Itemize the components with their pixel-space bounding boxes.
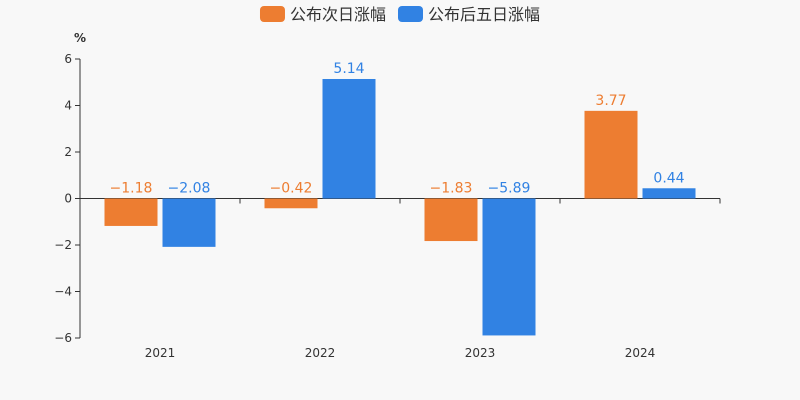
bar[interactable] — [264, 198, 318, 209]
bar[interactable] — [322, 78, 376, 199]
legend-label: 公布次日涨幅 — [290, 5, 386, 24]
bar[interactable] — [642, 188, 696, 199]
y-tick-label: −2 — [54, 238, 72, 252]
data-label: 5.14 — [333, 61, 364, 77]
y-tick-label: 0 — [64, 192, 72, 206]
bar[interactable] — [424, 198, 478, 242]
data-label: −1.83 — [430, 181, 473, 197]
bars — [104, 78, 696, 336]
y-tick-label: −6 — [54, 331, 72, 345]
bar[interactable] — [162, 198, 216, 247]
data-label: 0.44 — [653, 170, 684, 186]
bar[interactable] — [584, 110, 638, 199]
bar[interactable] — [104, 198, 158, 226]
data-label: −2.08 — [168, 181, 211, 197]
legend-swatch — [259, 6, 285, 22]
legend-item[interactable]: 公布后五日涨幅 — [398, 5, 540, 24]
data-labels: −1.18 −0.42 −1.83 3.77 −2.08 5.14 −5.89 0.44 — [110, 61, 685, 197]
x-tick-label: 2021 — [145, 346, 176, 360]
data-label: −1.18 — [110, 181, 153, 197]
y-axis: −6 −4 −2 0 2 4 6 — [54, 52, 81, 345]
x-tick-label: 2022 — [305, 346, 336, 360]
data-label: 3.77 — [595, 93, 626, 109]
x-tick-label: 2023 — [465, 346, 496, 360]
y-tick-label: −4 — [54, 285, 72, 299]
legend: 公布次日涨幅 公布后五日涨幅 — [259, 5, 540, 24]
x-tick-label: 2024 — [625, 346, 656, 360]
y-axis-unit-label: % — [74, 31, 86, 45]
y-tick-label: 6 — [64, 52, 72, 66]
legend-label: 公布后五日涨幅 — [428, 5, 540, 24]
legend-item[interactable]: 公布次日涨幅 — [259, 5, 386, 24]
y-tick-label: 2 — [64, 145, 72, 159]
data-label: −0.42 — [270, 181, 313, 197]
data-label: −5.89 — [488, 181, 531, 197]
bar[interactable] — [482, 198, 536, 336]
y-tick-label: 4 — [64, 99, 72, 113]
legend-swatch — [398, 6, 423, 22]
